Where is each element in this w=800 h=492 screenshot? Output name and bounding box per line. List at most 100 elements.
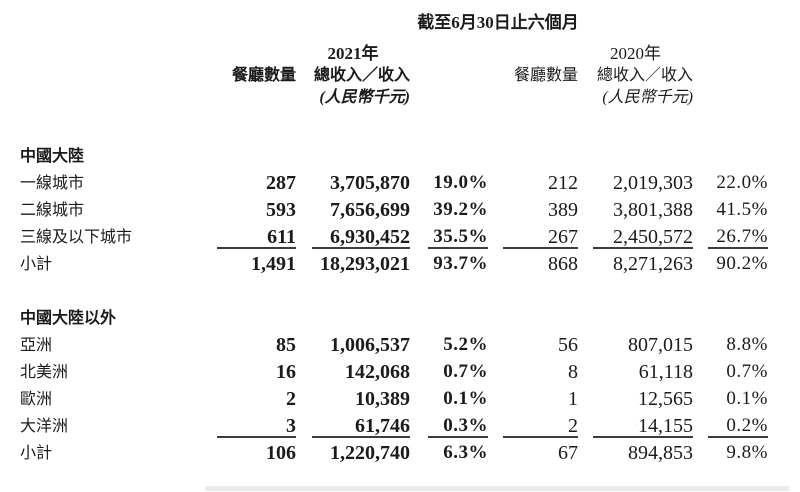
revenue-2021-cell: 142,068	[345, 361, 410, 383]
count-2021-cell: 106	[266, 442, 296, 464]
subtotal-label: 小計	[20, 256, 53, 273]
revenue-2021-cell: 18,293,021	[320, 253, 410, 275]
revenue-2020-cell: 12,565	[638, 388, 693, 410]
revenue-2020-cell: 894,853	[628, 442, 693, 464]
subtotal-label: 小計	[20, 445, 53, 462]
pct-2020-cell: 90.2%	[716, 253, 768, 274]
subtotal-rule	[428, 436, 488, 438]
revenue-table: 截至6月30日止六個月 2021年 2020年 餐廳數量 總收入／收入 餐廳數量…	[20, 10, 768, 468]
section-name: 中國大陸以外	[20, 310, 117, 327]
pct-2021-cell: 6.3%	[443, 442, 488, 463]
count-2021-cell: 2	[286, 388, 296, 410]
table-row: 二線城市 593 7,656,699 39.2% 389 3,801,388 4…	[20, 198, 768, 225]
subtotal-rule	[503, 436, 578, 438]
revenue-2021-cell: 7,656,699	[330, 199, 410, 221]
revenue-2021-cell: 1,006,537	[330, 334, 410, 356]
pct-2020-cell: 8.8%	[726, 334, 768, 355]
count-2021-cell: 611	[267, 226, 296, 248]
row-label: 亞洲	[20, 337, 53, 354]
table-row: 歐洲 2 10,389 0.1% 1 12,565 0.1%	[20, 387, 768, 414]
count-2020-cell: 868	[548, 253, 578, 275]
subtotal-row: 小計 1,491 18,293,021 93.7% 868 8,271,263 …	[20, 252, 768, 279]
subtotal-rule-row	[20, 247, 768, 252]
count-2021-cell: 3	[286, 415, 296, 437]
revenue-2021-cell: 61,746	[355, 415, 410, 437]
subtotal-rule-row	[20, 436, 768, 441]
title-row: 截至6月30日止六個月	[20, 10, 768, 44]
year-2021-label: 2021年	[327, 44, 379, 63]
count-2021-cell: 1,491	[251, 253, 296, 275]
subtotal-rule	[708, 436, 768, 438]
row-label: 歐洲	[20, 391, 53, 408]
pct-2020-cell: 0.2%	[726, 415, 768, 436]
restaurant-count-2020-header: 餐廳數量	[513, 67, 578, 84]
count-2020-cell: 2	[568, 415, 578, 437]
count-2020-cell: 56	[558, 334, 578, 356]
pct-2020-cell: 26.7%	[716, 226, 768, 247]
revenue-2021-cell: 6,930,452	[330, 226, 410, 248]
row-label: 二線城市	[20, 202, 85, 219]
table-row: 北美洲 16 142,068 0.7% 8 61,118 0.7%	[20, 360, 768, 387]
cropped-next-line-artifact	[205, 486, 789, 491]
row-label: 三線及以下城市	[20, 229, 133, 246]
pct-2020-cell: 22.0%	[716, 172, 768, 193]
pct-2021-cell: 93.7%	[433, 253, 488, 274]
revenue-2020-cell: 3,801,388	[613, 199, 693, 221]
subtotal-rule	[217, 247, 296, 249]
section-name: 中國大陸	[20, 148, 85, 165]
pct-2020-cell: 0.1%	[726, 388, 768, 409]
count-2020-cell: 8	[568, 361, 578, 383]
count-2020-cell: 67	[558, 442, 578, 464]
count-2021-cell: 287	[266, 172, 296, 194]
pct-2021-cell: 35.5%	[433, 226, 488, 247]
subtotal-row: 小計 106 1,220,740 6.3% 67 894,853 9.8%	[20, 441, 768, 468]
table-row: 三線及以下城市 611 6,930,452 35.5% 267 2,450,57…	[20, 225, 768, 248]
revenue-2020-cell: 2,450,572	[613, 226, 693, 248]
revenue-2020-cell: 61,118	[638, 361, 693, 383]
count-2020-cell: 212	[548, 172, 578, 194]
pct-2020-cell: 41.5%	[716, 199, 768, 220]
count-2021-cell: 593	[266, 199, 296, 221]
subtotal-rule	[428, 247, 488, 249]
subtotal-rule	[503, 247, 578, 249]
pct-2021-cell: 5.2%	[443, 334, 488, 355]
table-row: 亞洲 85 1,006,537 5.2% 56 807,015 8.8%	[20, 333, 768, 360]
section-header-row: 中國大陸以外	[20, 306, 768, 333]
revenue-2020-header: 總收入／收入	[596, 67, 693, 84]
table-row: 一線城市 287 3,705,870 19.0% 212 2,019,303 2…	[20, 171, 768, 198]
unit-2020-label: (人民幣千元)	[602, 89, 693, 106]
pct-2020-cell: 9.8%	[726, 442, 768, 463]
revenue-2020-cell: 14,155	[638, 415, 693, 437]
subtotal-rule	[217, 436, 296, 438]
revenue-2021-cell: 10,389	[355, 388, 410, 410]
pct-2021-cell: 19.0%	[433, 172, 488, 193]
count-2020-cell: 389	[548, 199, 578, 221]
pct-2021-cell: 0.3%	[443, 415, 488, 436]
subtotal-rule	[593, 247, 693, 249]
spacer	[20, 279, 768, 306]
count-2020-cell: 267	[548, 226, 578, 248]
revenue-2020-cell: 8,271,263	[613, 253, 693, 275]
revenue-2020-cell: 807,015	[628, 334, 693, 356]
count-2021-cell: 85	[276, 334, 296, 356]
pct-2021-cell: 39.2%	[433, 199, 488, 220]
pct-2020-cell: 0.7%	[726, 361, 768, 382]
row-label: 北美洲	[20, 364, 69, 381]
subtotal-rule	[312, 436, 410, 438]
unit-2021-label: (人民幣千元)	[319, 89, 410, 106]
period-title: 截至6月30日止六個月	[417, 13, 579, 32]
column-header-row: 餐廳數量 總收入／收入 餐廳數量 總收入／收入	[20, 66, 768, 88]
pct-2021-cell: 0.7%	[443, 361, 488, 382]
year-header-row: 2021年 2020年	[20, 44, 768, 66]
restaurant-count-2021-header: 餐廳數量	[231, 67, 296, 84]
unit-header-row: (人民幣千元) (人民幣千元)	[20, 88, 768, 110]
section-header-row: 中國大陸	[20, 144, 768, 171]
row-label: 大洋洲	[20, 418, 69, 435]
spacer	[20, 110, 768, 144]
revenue-2021-cell: 3,705,870	[330, 172, 410, 194]
revenue-2020-cell: 2,019,303	[613, 172, 693, 194]
row-label: 一線城市	[20, 175, 85, 192]
pct-2021-cell: 0.1%	[443, 388, 488, 409]
revenue-2021-header: 總收入／收入	[313, 67, 410, 84]
